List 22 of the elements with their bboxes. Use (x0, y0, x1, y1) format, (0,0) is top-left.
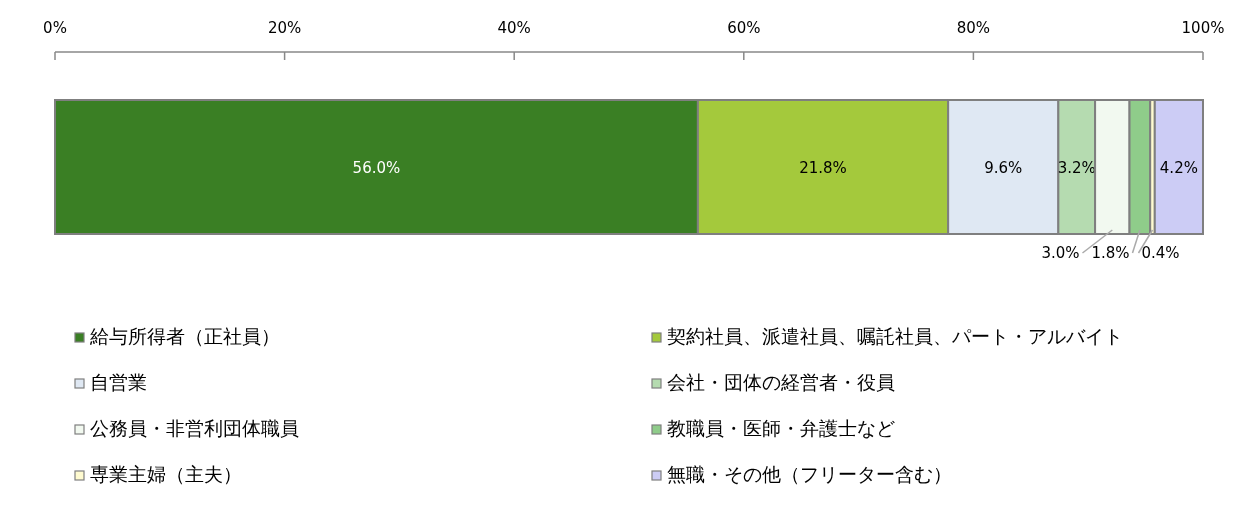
data-label: 21.8% (799, 159, 847, 177)
x-tick-label: 0% (43, 19, 67, 37)
legend-label: 給与所得者（正社員） (89, 325, 280, 347)
data-label: 56.0% (352, 159, 401, 177)
legend-label: 自営業 (90, 371, 147, 393)
x-tick-label: 40% (497, 19, 531, 37)
legend-label: 会社・団体の経営者・役員 (667, 371, 895, 393)
legend-label: 公務員・非営利団体職員 (90, 417, 299, 439)
legend-label: 教職員・医師・弁護士など (667, 417, 895, 439)
data-label: 0.4% (1141, 244, 1180, 262)
legend-label: 契約社員、派遣社員、嘱託社員、パート・アルバイト (667, 325, 1123, 347)
data-label: 4.2% (1159, 159, 1198, 177)
legend-label: 無職・その他（フリーター含む） (667, 463, 952, 485)
data-label: 3.2% (1057, 159, 1096, 177)
x-tick-label: 60% (727, 19, 761, 37)
x-tick-label: 80% (956, 19, 991, 37)
x-tick-label: 100% (1181, 19, 1225, 37)
legend-label: 専業主婦（主夫） (90, 463, 242, 485)
data-label: 1.8% (1091, 244, 1130, 262)
data-label: 9.6% (984, 159, 1023, 177)
x-tick-label: 20% (267, 19, 302, 37)
data-label: 3.0% (1041, 244, 1080, 262)
